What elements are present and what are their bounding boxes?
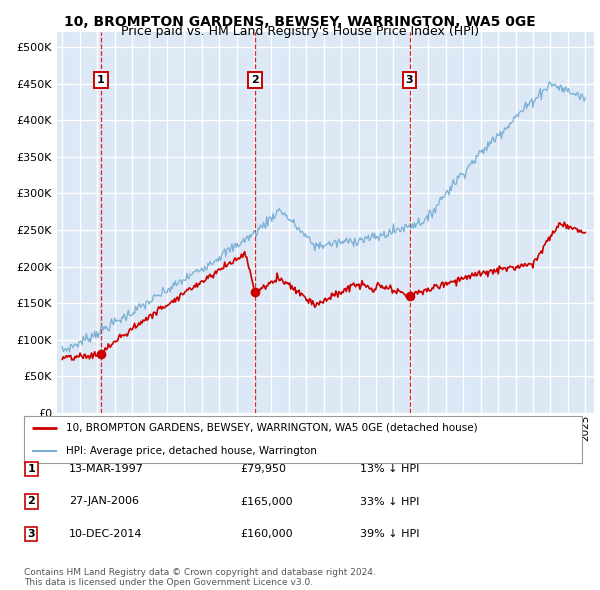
- Text: £160,000: £160,000: [240, 529, 293, 539]
- Text: Price paid vs. HM Land Registry's House Price Index (HPI): Price paid vs. HM Land Registry's House …: [121, 25, 479, 38]
- Text: £165,000: £165,000: [240, 497, 293, 506]
- Text: 39% ↓ HPI: 39% ↓ HPI: [360, 529, 419, 539]
- Text: Contains HM Land Registry data © Crown copyright and database right 2024.
This d: Contains HM Land Registry data © Crown c…: [24, 568, 376, 587]
- Text: 3: 3: [28, 529, 35, 539]
- Text: £79,950: £79,950: [240, 464, 286, 474]
- Text: 10-DEC-2014: 10-DEC-2014: [69, 529, 143, 539]
- Text: 1: 1: [97, 75, 104, 85]
- Text: 2: 2: [28, 497, 35, 506]
- Text: 1: 1: [28, 464, 35, 474]
- Text: 27-JAN-2006: 27-JAN-2006: [69, 497, 139, 506]
- Text: 13-MAR-1997: 13-MAR-1997: [69, 464, 144, 474]
- Text: 13% ↓ HPI: 13% ↓ HPI: [360, 464, 419, 474]
- Text: 10, BROMPTON GARDENS, BEWSEY, WARRINGTON, WA5 0GE (detached house): 10, BROMPTON GARDENS, BEWSEY, WARRINGTON…: [66, 423, 478, 432]
- Text: HPI: Average price, detached house, Warrington: HPI: Average price, detached house, Warr…: [66, 447, 317, 456]
- Text: 3: 3: [406, 75, 413, 85]
- Text: 33% ↓ HPI: 33% ↓ HPI: [360, 497, 419, 506]
- Text: 10, BROMPTON GARDENS, BEWSEY, WARRINGTON, WA5 0GE: 10, BROMPTON GARDENS, BEWSEY, WARRINGTON…: [64, 15, 536, 29]
- Text: 2: 2: [251, 75, 259, 85]
